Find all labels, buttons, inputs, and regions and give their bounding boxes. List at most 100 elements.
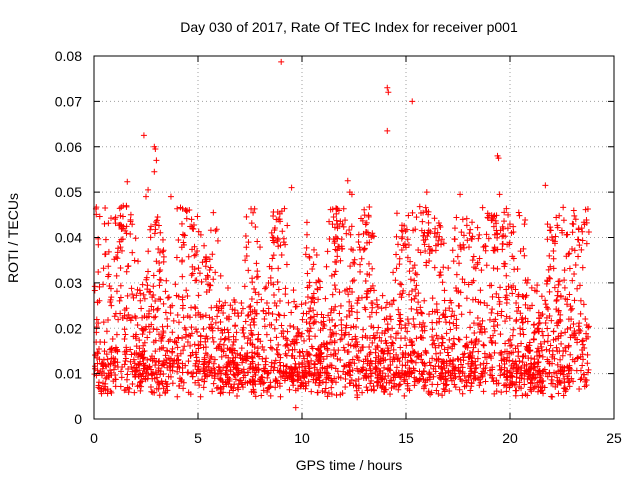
data-point xyxy=(521,221,528,228)
data-point xyxy=(114,346,121,353)
data-point xyxy=(230,385,237,392)
data-point xyxy=(185,253,192,260)
data-point xyxy=(213,302,220,309)
data-point xyxy=(369,339,376,346)
data-point xyxy=(400,378,407,385)
data-point xyxy=(353,387,360,394)
data-point xyxy=(580,219,587,226)
data-point xyxy=(541,384,548,391)
data-point xyxy=(254,351,261,358)
data-point xyxy=(140,360,147,367)
data-point xyxy=(468,236,475,243)
data-point xyxy=(137,387,144,394)
data-point xyxy=(447,326,454,333)
data-point xyxy=(273,216,280,223)
data-point xyxy=(131,360,138,367)
data-point xyxy=(524,318,531,325)
data-point xyxy=(296,329,303,336)
data-point xyxy=(295,361,302,368)
data-point xyxy=(346,227,353,233)
data-point xyxy=(553,298,560,304)
data-point xyxy=(298,379,305,386)
data-point xyxy=(257,338,264,345)
data-point xyxy=(354,365,361,372)
data-point xyxy=(101,370,108,377)
data-point xyxy=(367,380,374,387)
data-point xyxy=(336,289,343,296)
data-point xyxy=(156,268,163,275)
data-point xyxy=(395,241,401,248)
data-point xyxy=(209,334,216,341)
data-point xyxy=(425,208,432,215)
data-point xyxy=(375,356,382,363)
data-point xyxy=(357,268,364,275)
data-point xyxy=(304,231,311,238)
data-point xyxy=(238,345,245,352)
data-point xyxy=(224,285,231,292)
data-point xyxy=(135,351,142,358)
data-point xyxy=(169,329,176,336)
data-point xyxy=(360,246,367,253)
data-point xyxy=(413,271,420,278)
data-point xyxy=(105,317,112,324)
data-point xyxy=(154,213,161,220)
data-point xyxy=(342,217,349,224)
data-point xyxy=(486,212,493,219)
data-point xyxy=(263,284,270,291)
data-point xyxy=(456,260,463,267)
data-point xyxy=(404,385,411,392)
data-point xyxy=(466,372,473,379)
data-point xyxy=(559,352,566,359)
data-point xyxy=(290,340,297,347)
data-point xyxy=(554,374,561,381)
data-point xyxy=(174,344,181,351)
data-point xyxy=(337,336,344,343)
data-point xyxy=(434,335,441,342)
data-point xyxy=(218,327,225,334)
data-point xyxy=(536,315,543,322)
data-point xyxy=(543,346,550,353)
data-point xyxy=(238,381,245,388)
data-point xyxy=(206,324,213,331)
data-point xyxy=(151,230,158,237)
data-point xyxy=(400,372,407,379)
data-point xyxy=(404,316,411,323)
data-point xyxy=(250,365,257,372)
data-point xyxy=(393,233,400,240)
data-point xyxy=(310,372,317,379)
data-point xyxy=(451,381,458,388)
data-point xyxy=(515,304,522,311)
data-point xyxy=(270,281,277,288)
data-point xyxy=(92,363,99,370)
data-point xyxy=(413,214,420,221)
data-point xyxy=(354,394,361,401)
data-point xyxy=(531,287,538,294)
data-point xyxy=(529,302,536,309)
data-point xyxy=(372,369,379,376)
data-point xyxy=(203,253,210,260)
data-point xyxy=(244,349,251,356)
data-point xyxy=(148,353,155,360)
data-point xyxy=(433,319,440,326)
data-point xyxy=(283,261,290,268)
data-point xyxy=(327,206,334,213)
data-point xyxy=(400,351,407,358)
data-point xyxy=(474,315,481,322)
data-point xyxy=(319,387,326,394)
data-point xyxy=(396,321,403,328)
data-point xyxy=(327,326,334,333)
data-point xyxy=(193,370,200,377)
data-point xyxy=(451,366,458,373)
data-point xyxy=(509,332,516,339)
data-point xyxy=(346,371,353,378)
data-point xyxy=(100,362,107,369)
data-point xyxy=(254,345,261,352)
data-point xyxy=(96,370,103,377)
data-point xyxy=(565,251,572,258)
data-point xyxy=(458,378,465,385)
data-point xyxy=(201,242,208,249)
data-point xyxy=(410,349,417,356)
data-point xyxy=(574,354,581,361)
data-point xyxy=(260,308,267,315)
data-point xyxy=(561,284,568,291)
